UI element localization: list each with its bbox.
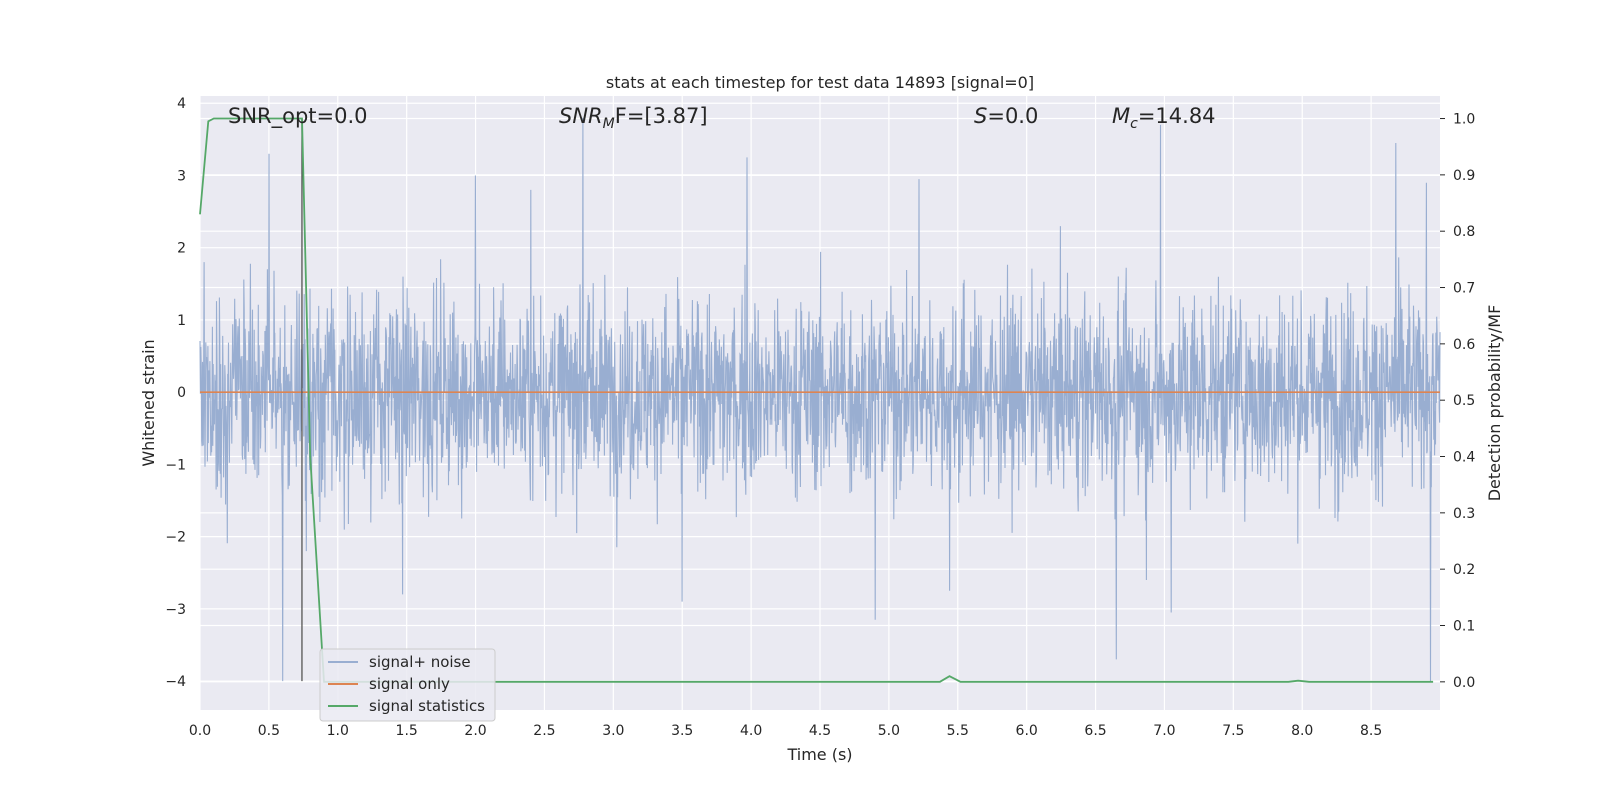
y2-tick-label: 0.7 <box>1453 281 1475 297</box>
noise-series <box>199 117 1441 682</box>
y2-tick-label: 0.5 <box>1453 393 1475 409</box>
y-tick-label: −1 <box>165 457 186 473</box>
legend: signal+ noise signal only signal statist… <box>319 648 496 722</box>
x-axis-label: Time (s) <box>786 745 852 764</box>
series-signal-statistics <box>199 117 1434 683</box>
snr-mf-rest: F=[3.87] <box>615 104 708 128</box>
annotation-snr-mf: SNRMF=[3.87] <box>559 104 708 132</box>
y-tick-label: 4 <box>177 96 186 112</box>
x-tick-label: 5.5 <box>947 723 969 739</box>
y-tick-label: 1 <box>177 313 186 329</box>
legend-box <box>319 648 496 722</box>
annotation-snr-opt: SNR_opt=0.0 <box>228 104 368 129</box>
mc-name: M <box>1112 104 1130 128</box>
y2-tick-label: 0.2 <box>1453 562 1475 578</box>
x-tick-label: 7.5 <box>1222 723 1244 739</box>
y-tick-label: −2 <box>165 530 186 546</box>
y2-tick-label: 1.0 <box>1453 112 1475 128</box>
x-tick-label: 8.0 <box>1291 723 1313 739</box>
annotation-s: S=0.0 <box>974 104 1038 128</box>
legend-label-signal-noise: signal+ noise <box>369 653 471 671</box>
y-tick-label: 0 <box>177 385 186 401</box>
x-tick-label: 3.5 <box>671 723 693 739</box>
y2-tick-label: 0.9 <box>1453 168 1475 184</box>
x-tick-label: 2.0 <box>464 723 486 739</box>
legend-label-signal-statistics: signal statistics <box>369 697 485 715</box>
y-tick-label: 2 <box>177 241 186 257</box>
y2-tick-label: 0.8 <box>1453 224 1475 240</box>
s-name: S <box>974 104 987 128</box>
y2-axis-label: Detection probability/MF <box>1485 305 1504 502</box>
y2-tick-label: 0.4 <box>1453 450 1475 466</box>
y2-tick-label: 0.1 <box>1453 619 1475 635</box>
s-rest: =0.0 <box>987 104 1038 128</box>
y-axis-label: Whitened strain <box>139 339 158 466</box>
mc-sub: c <box>1130 116 1138 132</box>
x-tick-label: 3.0 <box>602 723 624 739</box>
annotation-mc: Mc=14.84 <box>1112 104 1216 132</box>
y2-tick-label: 0.0 <box>1453 675 1475 691</box>
snr-mf-name: SNR <box>559 104 603 128</box>
x-tick-label: 7.0 <box>1153 723 1175 739</box>
x-tick-label: 0.0 <box>189 723 211 739</box>
x-tick-label: 0.5 <box>258 723 280 739</box>
legend-label-signal-only: signal only <box>369 675 450 693</box>
y-tick-label: 3 <box>177 168 186 184</box>
y2-tick-label: 0.3 <box>1453 506 1475 522</box>
x-tick-label: 6.5 <box>1084 723 1106 739</box>
x-tick-label: 1.0 <box>327 723 349 739</box>
x-tick-label: 4.5 <box>809 723 831 739</box>
y-tick-label: −3 <box>165 602 186 618</box>
x-tick-label: 2.5 <box>533 723 555 739</box>
line-series <box>199 117 1440 683</box>
tick-labels: 0.0 0.5 1.0 1.5 2.0 2.5 3.0 3.5 4.0 4.5 5.0 5.5 6.0 6… <box>165 96 1475 739</box>
y2-tick-label: 0.6 <box>1453 337 1475 353</box>
x-tick-label: 5.0 <box>878 723 900 739</box>
x-tick-label: 1.5 <box>396 723 418 739</box>
chart-title: stats at each timestep for test data 148… <box>606 73 1034 92</box>
x-tick-label: 8.5 <box>1360 723 1382 739</box>
x-tick-label: 4.0 <box>740 723 762 739</box>
mc-rest: =14.84 <box>1138 104 1216 128</box>
y-tick-label: −4 <box>165 674 186 690</box>
series-signal-noise <box>199 117 1441 682</box>
snr-mf-sub: M <box>603 116 615 132</box>
x-tick-label: 6.0 <box>1016 723 1038 739</box>
